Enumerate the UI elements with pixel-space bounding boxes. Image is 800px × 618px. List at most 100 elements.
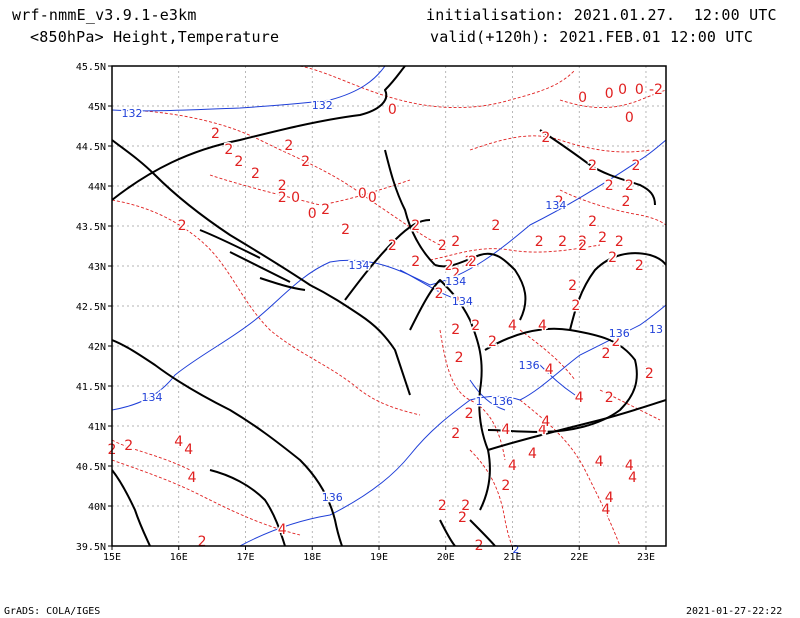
temperature-contour-label: 2 [625,178,634,194]
lat-tick-label: 43N [88,262,106,273]
temperature-contour-label: 2 [461,498,470,514]
temperature-contour-label: 2 [598,230,607,246]
lat-tick-label: 43.5N [76,222,106,233]
temperature-contour-label: 4 [545,362,554,378]
temperature-contour-label: 2 [438,238,447,254]
temperature-contour-label: 4 [501,422,510,438]
temperature-contour-label: 0 [308,206,317,222]
border-serbia-west [384,149,436,266]
temperature-contour-label: 2 [501,478,510,494]
temperature-contour-label: 4 [538,318,547,334]
height-contour-label: 134 [452,295,473,308]
lat-tick-label: 45N [88,102,106,113]
border-greece-north [487,399,666,451]
lon-tick-label: 18E [303,552,321,563]
italy-toe [112,469,151,546]
temperature-contour-0 [299,66,576,109]
temperature-contour-label: 4 [184,442,193,458]
lat-tick-label: 42.5N [76,302,106,313]
temperature-contour-label: 2 [411,218,420,234]
temperature-contour-label: 2 [621,194,630,210]
temperature-contour-label: 2 [578,234,587,250]
height-contour-134 [112,139,666,411]
temperature-contour-2-e [559,189,666,226]
temperature-contour-0-c [209,174,411,206]
temperature-contour-label: 2 [451,294,460,310]
temperature-contour-label: 2 [445,258,454,274]
temperature-contour-label: 2 [611,334,620,350]
temperature-contour-label: 2 [578,238,587,254]
temperature-contour-label: 0 [578,90,587,106]
temperature-contour-label: 2 [458,510,467,526]
temperature-contour-label: 4 [188,470,197,486]
border-bulgaria [569,252,666,331]
temperature-contour-label: 2 [388,238,397,254]
temperature-contour-label: 2 [321,202,330,218]
temperature-contour-label: 2 [568,278,577,294]
temperature-contour-label: 0 [388,102,397,118]
height-contour-label: 134 [142,391,163,404]
temperature-contour-label: 2 [465,406,474,422]
temperature-contour-4-s [469,449,513,546]
height-contour-label: 136 [609,327,630,340]
temperature-contour-label: 2 [198,534,207,550]
temperature-contour-label: 4 [575,390,584,406]
temperature-contour-label: 0 [635,82,644,98]
temperature-contour-label: 2 [124,438,133,454]
temperature-contour-label: 4 [625,458,634,474]
lat-tick-label: 41N [88,422,106,433]
temperature-contour-label: 0 [368,190,377,206]
italy-east-coast [112,339,343,546]
temperature-contour-2-west [112,199,421,416]
adriatic-islands [199,229,306,291]
footer-credit: GrADS: COLA/IGES [4,606,101,617]
temperature-contour-label: 2 [451,322,460,338]
temperature-contours [112,66,666,546]
temperature-contour-label: 2 [411,254,420,270]
temperature-contour-label: 2 [234,154,243,170]
temperature-contour-2-north [129,109,441,246]
lat-tick-label: 44.5N [76,142,106,153]
lat-tick-label: 44N [88,182,106,193]
temperature-contour-label: 4 [605,490,614,506]
height-contour-134-b [399,269,461,301]
temperature-contour-2-ne [469,135,651,153]
border-bih [112,66,406,201]
temperature-contour-label: 2 [535,234,544,250]
temperature-contour-2-c [429,244,601,261]
init-time: initialisation: 2021.01.27. 12:00 UTC [426,6,777,24]
lat-tick-label: 39.5N [76,542,106,553]
temperature-contour-label: 4 [601,502,610,518]
level-fields: <850hPa> Height,Temperature [30,28,280,46]
lon-tick-label: 16E [170,552,188,563]
temperature-contour-label: 2 [491,218,500,234]
greece-coast [439,519,496,546]
temperature-contour-label: 4 [528,446,537,462]
temperature-contour-label: 2 [465,254,474,270]
lat-tick-label: 45.5N [76,62,106,73]
temperature-contour-label: 2 [588,214,597,230]
temperature-contour-label: 2 [451,266,460,282]
temperature-contour-label: 2 [488,334,497,350]
height-contour-136 [239,304,666,546]
lat-tick-label: 42N [88,342,106,353]
temperature-contour-label: -2 [649,82,663,98]
temperature-contour-label: 4 [508,458,517,474]
height-contour-136-b [469,379,506,411]
temperature-contour-label: 2 [555,194,564,210]
border-serbia-east [539,129,656,206]
temperature-contour-label: 2 [471,318,480,334]
height-contour-label: 136 [322,491,343,504]
lon-tick-label: 23E [637,552,655,563]
temperature-contour-label: 0 [625,110,634,126]
temperature-contour-label: 4 [538,422,547,438]
height-contour-label: 134 [348,259,369,272]
temperature-contour-label: 2 [251,166,260,182]
temperature-contour-4-c [519,329,576,381]
temperature-contour-2-sw [112,439,191,471]
lon-tick-label: 19E [370,552,388,563]
lon-tick-label: 22E [570,552,588,563]
temperature-contour-label: 0 [291,190,300,206]
height-contour-label: 134 [445,275,466,288]
height-contour-label: 13 [649,323,663,336]
